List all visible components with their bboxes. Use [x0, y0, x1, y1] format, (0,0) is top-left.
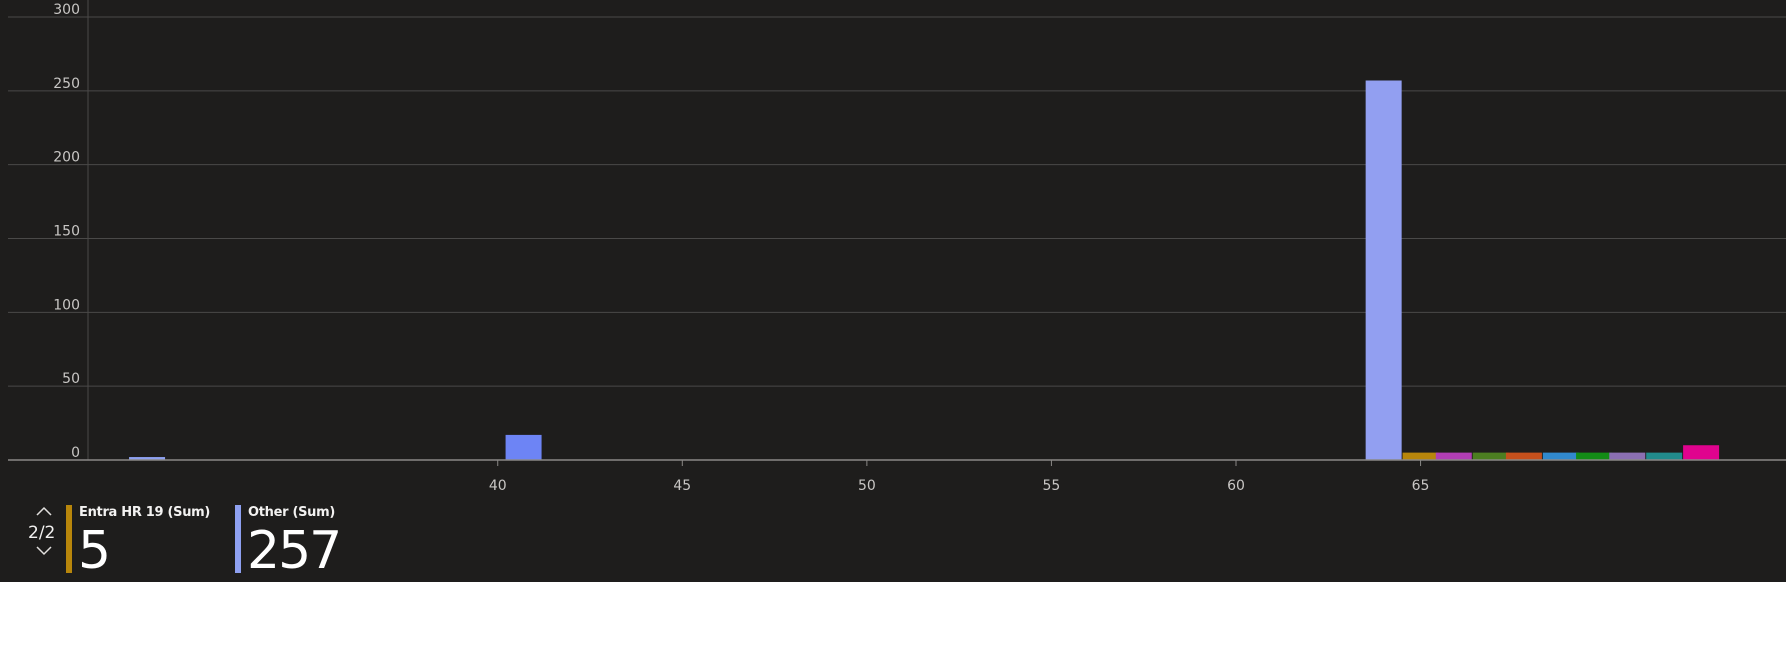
bar: [1609, 452, 1646, 460]
legend-page-indicator: 2/2: [28, 523, 56, 543]
bar: [1683, 445, 1720, 460]
legend-series-value: 5: [78, 521, 111, 581]
bar: [1472, 452, 1509, 460]
bar-chart: 0 50 100 150 200 250 300 40 45 50 55 60 65: [8, 0, 1786, 494]
x-tick-label: 60: [1227, 478, 1245, 494]
bar: [1646, 452, 1683, 460]
bar: [1435, 452, 1472, 460]
x-axis: 40 45 50 55 60 65: [8, 459, 1786, 494]
bar: [1576, 452, 1613, 460]
x-tick-label: 55: [1043, 478, 1061, 494]
y-tick-label: 50: [62, 371, 80, 387]
legend-pager: 2/2: [28, 504, 60, 576]
chart-panel: 0 50 100 150 200 250 300 40 45 50 55 60 65 2/2 Entr…: [0, 0, 1786, 582]
bar: [1505, 452, 1542, 460]
y-tick-label: 100: [53, 297, 80, 313]
y-tick-label: 250: [53, 76, 80, 92]
legend-series-name: Entra HR 19 (Sum): [79, 505, 211, 520]
bar: [1365, 80, 1402, 460]
x-tick-label: 50: [858, 478, 876, 494]
bar: [1402, 452, 1439, 460]
y-axis-tick-labels: 0 50 100 150 200 250 300: [53, 2, 80, 461]
x-tick-label: 45: [673, 478, 691, 494]
legend: 2/2 Entra HR 19 (Sum) 5 Other (Sum) 257: [0, 500, 1786, 582]
y-tick-label: 150: [53, 224, 80, 240]
legend-swatch: [235, 505, 241, 573]
gridlines: [8, 0, 1786, 460]
x-tick-label: 40: [489, 478, 507, 494]
bar: [1542, 452, 1579, 460]
bar: [129, 457, 166, 460]
legend-series-value: 257: [247, 521, 342, 581]
legend-swatch: [66, 505, 72, 573]
y-tick-label: 0: [71, 445, 80, 461]
bar: [505, 434, 542, 460]
chevron-down-icon[interactable]: [28, 544, 60, 562]
legend-series-name: Other (Sum): [248, 505, 336, 520]
y-tick-label: 300: [53, 2, 80, 18]
y-tick-label: 200: [53, 150, 80, 166]
x-tick-label: 65: [1412, 478, 1430, 494]
bars: [129, 80, 1720, 460]
chevron-up-icon[interactable]: [28, 504, 60, 522]
